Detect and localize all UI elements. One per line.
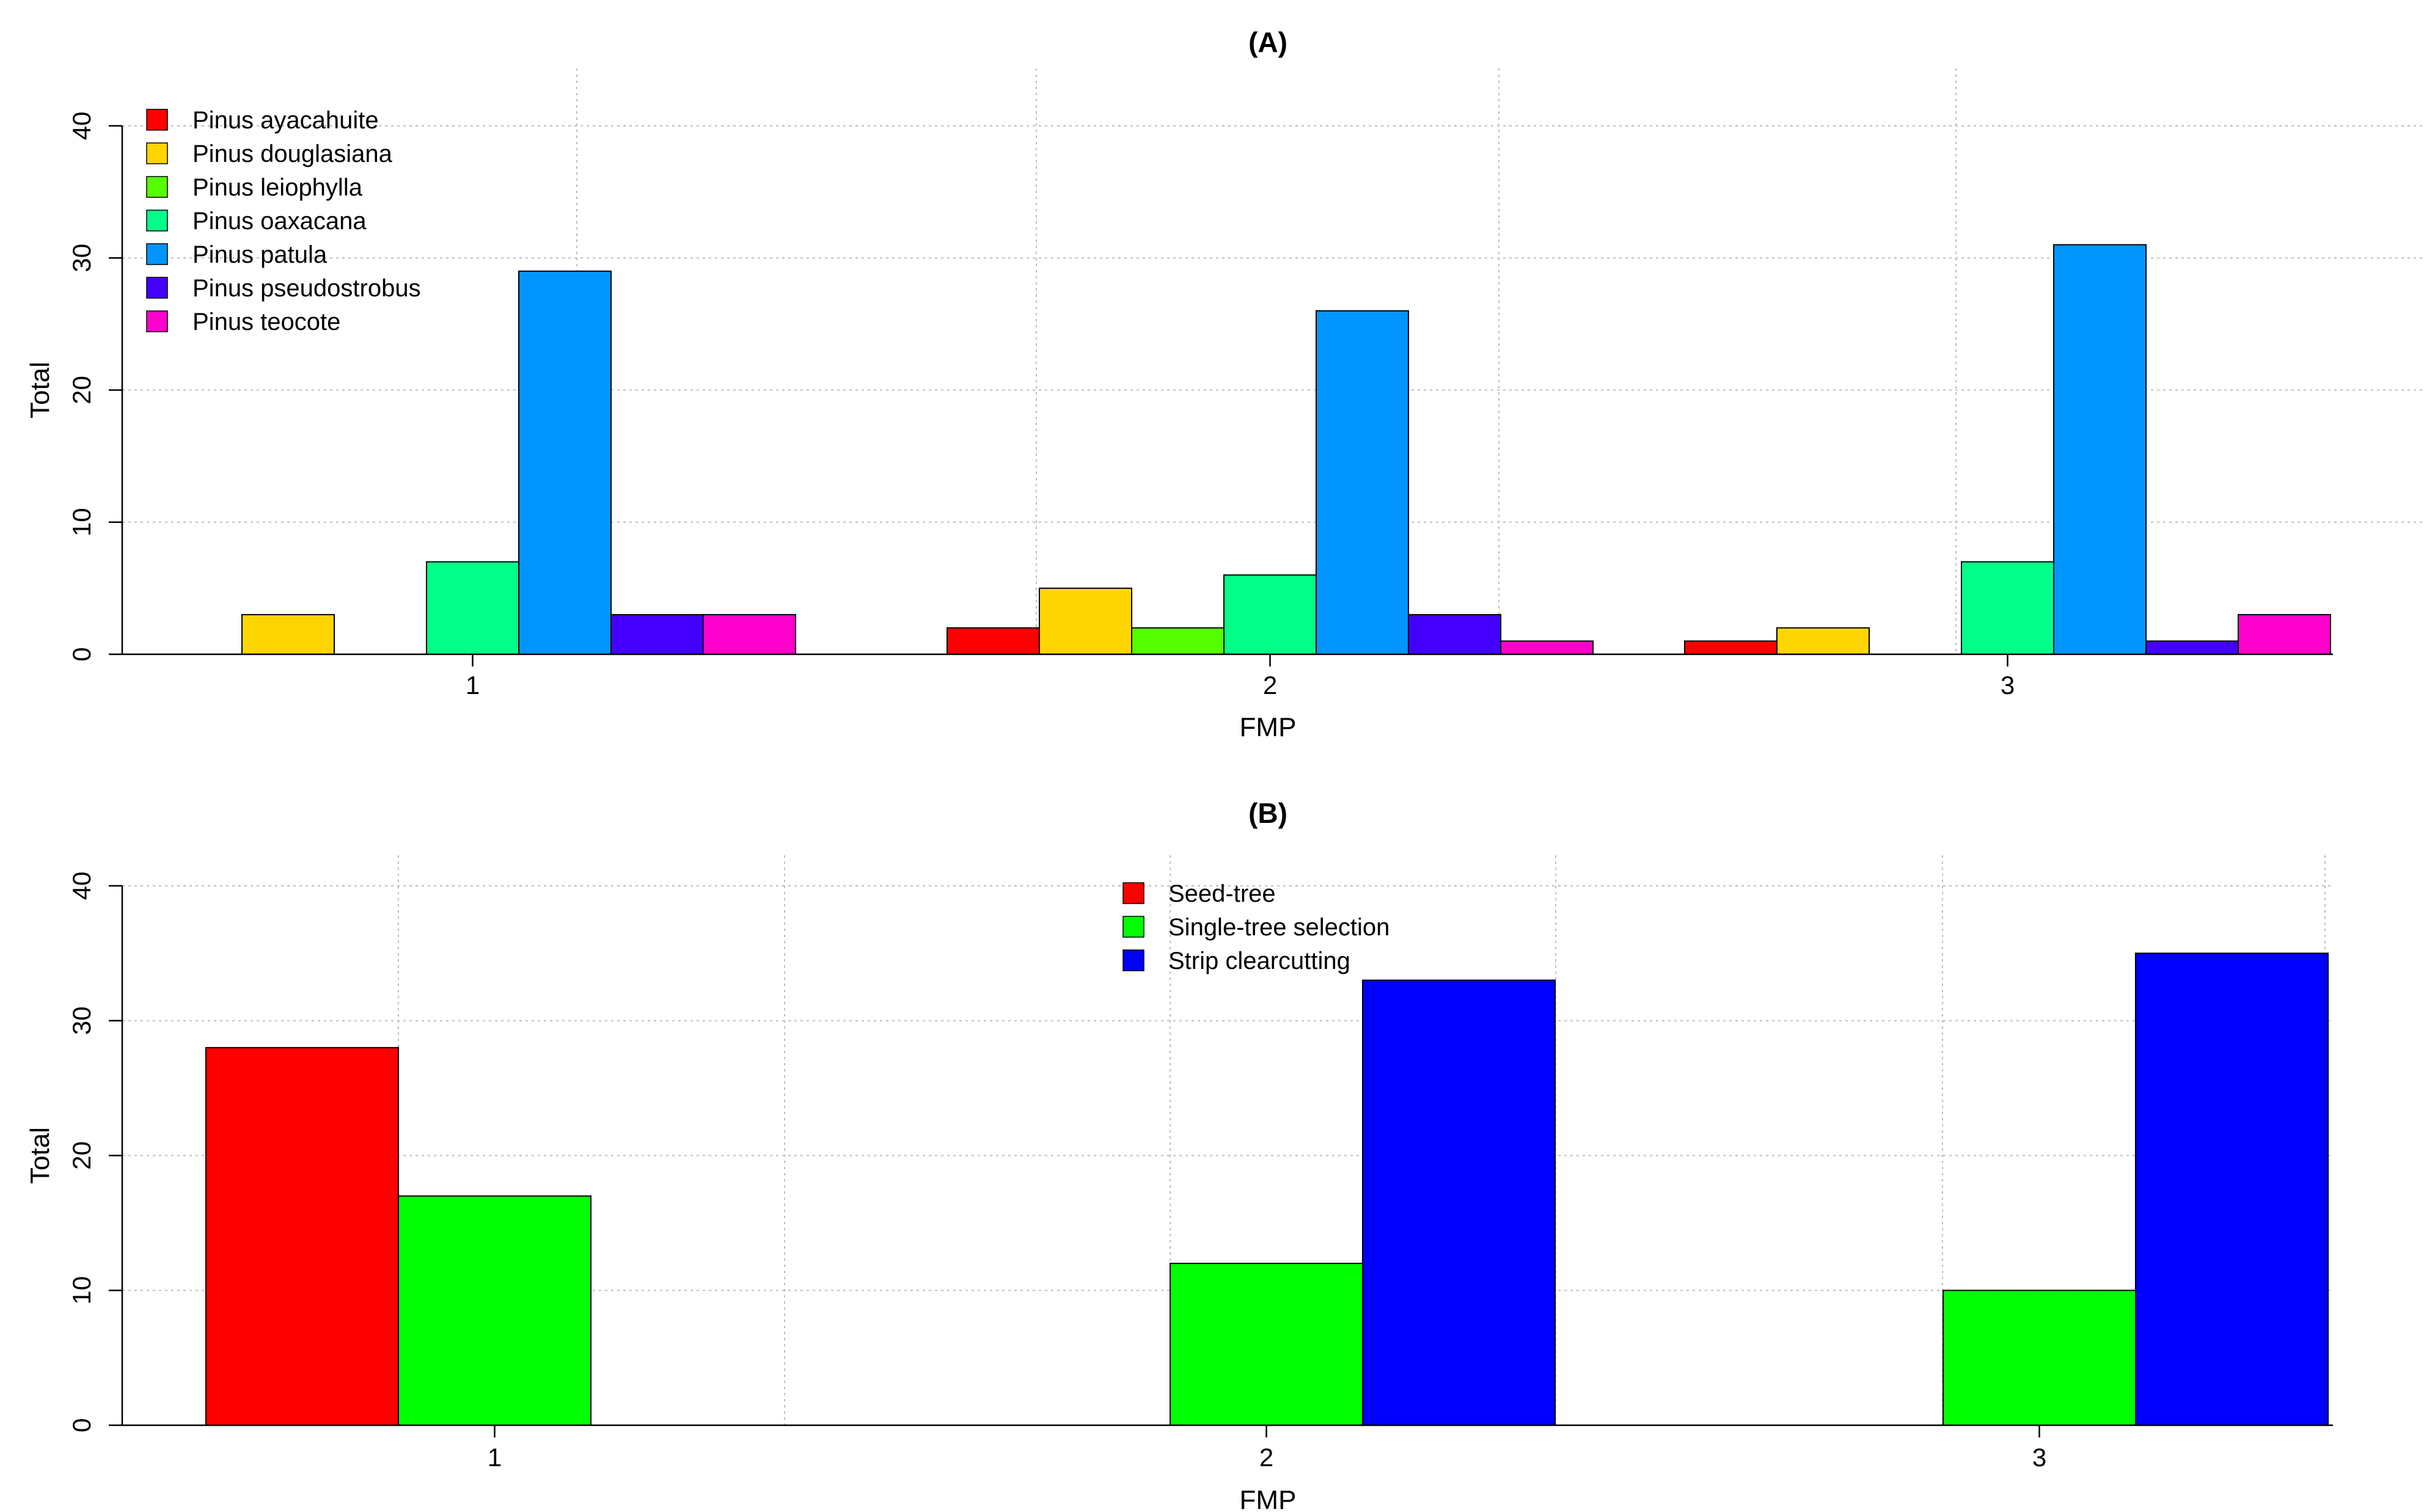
y-tick-label: 40	[67, 872, 96, 900]
y-tick-label: 20	[67, 376, 96, 404]
legend-swatch	[146, 142, 168, 164]
legend-swatch	[146, 109, 168, 131]
x-tick-label: 2	[1259, 1443, 1273, 1472]
legend-label: Single-tree selection	[1168, 914, 1390, 941]
bar	[426, 561, 519, 655]
y-axis-label: Total	[25, 362, 55, 418]
bar	[241, 614, 335, 655]
bar	[2238, 614, 2331, 655]
legend-swatch	[146, 210, 168, 232]
bar	[2135, 952, 2329, 1426]
y-tick-label: 10	[67, 1276, 96, 1305]
bar	[610, 614, 704, 655]
bar	[1223, 574, 1317, 655]
legend-label: Pinus teocote	[192, 309, 340, 335]
bar	[703, 614, 796, 655]
x-tick-label: 1	[466, 671, 480, 699]
bar	[947, 627, 1040, 655]
legend-swatch	[146, 310, 168, 332]
bar	[1776, 627, 1870, 655]
bar	[1500, 640, 1594, 655]
bar	[1316, 310, 1409, 655]
bar	[518, 270, 612, 655]
bar	[1170, 1263, 1363, 1426]
chart-panel-b: 0 10 20 30 40 1 2 3 (B) FMP Total Seed-tree Single-t…	[25, 797, 2333, 1512]
y-tick-label: 30	[67, 244, 96, 272]
y-tick-label: 0	[67, 647, 96, 661]
chart-title: (A)	[1248, 26, 1287, 58]
legend-swatch	[1122, 949, 1144, 971]
bar	[205, 1046, 399, 1426]
legend-label: Pinus leiophylla	[192, 174, 363, 201]
legend-swatch	[146, 176, 168, 198]
chart-title: (B)	[1248, 797, 1287, 829]
bar	[1942, 1290, 2136, 1426]
legend-swatch	[146, 277, 168, 299]
bar	[1408, 614, 1501, 655]
y-tick-label: 40	[67, 112, 96, 141]
x-tick-label: 3	[2001, 671, 2015, 699]
legend-swatch	[1122, 882, 1144, 904]
bar	[2053, 244, 2147, 655]
legend: Pinus ayacahuite Pinus douglasiana Pinus l…	[146, 107, 421, 335]
legend-label: Pinus douglasiana	[192, 141, 393, 167]
y-tick-label: 10	[67, 508, 96, 536]
y-axis-label: Total	[25, 1127, 55, 1184]
x-tick-label: 2	[1263, 671, 1277, 699]
bar	[398, 1195, 591, 1426]
legend-label: Seed-tree	[1168, 880, 1276, 907]
legend-swatch	[146, 243, 168, 265]
bar	[1961, 561, 2054, 655]
legend-swatch	[1122, 916, 1144, 938]
legend-label: Pinus ayacahuite	[192, 107, 379, 134]
y-tick-label: 30	[67, 1006, 96, 1035]
y-tick-label: 20	[67, 1141, 96, 1170]
bar	[1039, 587, 1132, 655]
bar	[1131, 627, 1225, 655]
legend-label: Pinus patula	[192, 241, 328, 268]
x-tick-label: 1	[488, 1443, 502, 1472]
legend-label: Pinus pseudostrobus	[192, 275, 421, 302]
y-tick-label: 0	[67, 1418, 96, 1432]
x-tick-label: 3	[2032, 1443, 2046, 1472]
legend-label: Strip clearcutting	[1168, 948, 1350, 974]
x-axis-label: FMP	[1240, 1485, 1297, 1512]
bar	[1684, 640, 1778, 655]
bar	[2145, 640, 2239, 655]
x-axis-label: FMP	[1240, 712, 1297, 742]
legend: Seed-tree Single-tree selection Strip clea…	[1122, 880, 1390, 974]
bar	[1362, 979, 1556, 1426]
legend-label: Pinus oaxacana	[192, 208, 367, 235]
